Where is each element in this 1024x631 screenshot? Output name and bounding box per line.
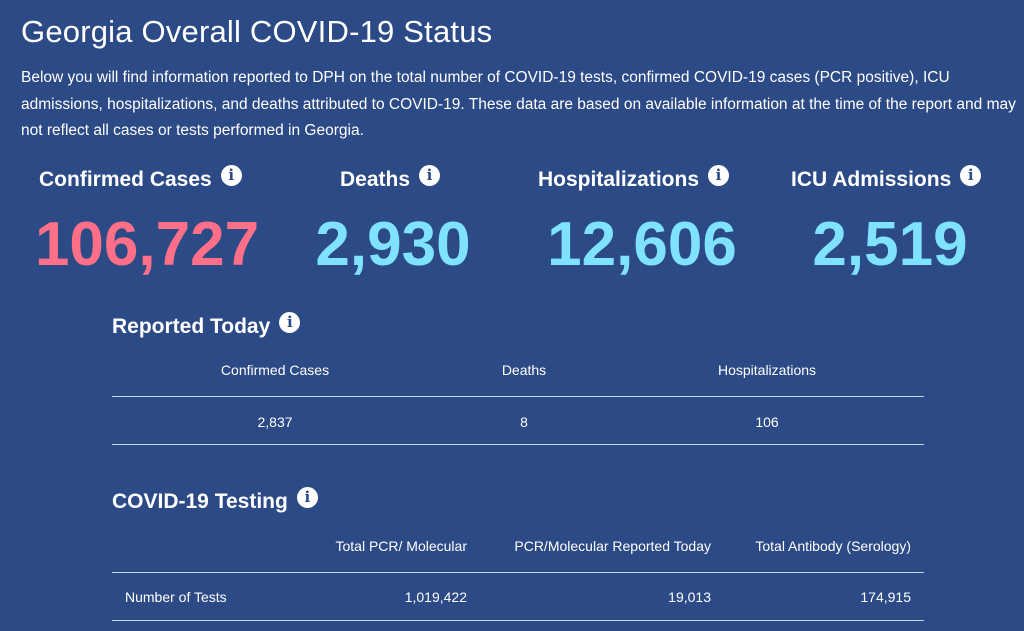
info-icon[interactable]: i bbox=[419, 164, 441, 186]
reported-today-header-deaths: Deaths bbox=[501, 362, 547, 378]
deaths-value: 2,930 bbox=[315, 210, 471, 279]
divider bbox=[112, 444, 924, 445]
info-icon[interactable]: i bbox=[279, 311, 301, 333]
reported-today-header-hospitalizations: Hospitalizations bbox=[717, 362, 817, 378]
info-icon[interactable]: i bbox=[708, 164, 730, 186]
hospitalizations-value: 12,606 bbox=[547, 210, 737, 279]
testing-title-text: COVID-19 Testing bbox=[112, 490, 288, 513]
testing-antibody-value: 174,915 bbox=[860, 589, 911, 605]
icu-admissions-value: 2,519 bbox=[812, 210, 968, 279]
testing-total-pcr-value: 1,019,422 bbox=[404, 589, 467, 605]
divider bbox=[112, 396, 924, 397]
confirmed-cases-value: 106,727 bbox=[34, 210, 260, 279]
reported-today-title: Reported Today i bbox=[112, 311, 301, 339]
info-icon[interactable]: i bbox=[960, 164, 982, 186]
icu-admissions-label-text: ICU Admissions bbox=[791, 168, 952, 191]
divider bbox=[112, 620, 924, 621]
testing-header-pcr-today: PCR/Molecular Reported Today bbox=[514, 538, 711, 554]
hospitalizations-label-text: Hospitalizations bbox=[538, 168, 700, 191]
divider bbox=[112, 572, 924, 573]
reported-today-hospitalizations-value: 106 bbox=[755, 414, 779, 430]
testing-title: COVID-19 Testing i bbox=[112, 486, 318, 514]
hospitalizations-label: Hospitalizations i bbox=[538, 164, 730, 192]
testing-pcr-today-value: 19,013 bbox=[668, 589, 711, 605]
deaths-label-text: Deaths bbox=[340, 168, 411, 191]
confirmed-cases-label-text: Confirmed Cases bbox=[39, 168, 212, 191]
info-icon[interactable]: i bbox=[220, 164, 242, 186]
reported-today-confirmed-value: 2,837 bbox=[257, 414, 293, 430]
info-icon[interactable]: i bbox=[296, 486, 318, 508]
testing-header-total-pcr: Total PCR/ Molecular bbox=[335, 538, 468, 554]
testing-row-label: Number of Tests bbox=[125, 589, 227, 605]
deaths-label: Deaths i bbox=[340, 164, 441, 192]
testing-header-antibody: Total Antibody (Serology) bbox=[755, 538, 911, 554]
reported-today-deaths-value: 8 bbox=[520, 414, 528, 430]
intro-text: Below you will find information reported… bbox=[21, 69, 1016, 139]
icu-admissions-label: ICU Admissions i bbox=[791, 164, 982, 192]
reported-today-header-confirmed: Confirmed Cases bbox=[220, 362, 330, 378]
page-title: Georgia Overall COVID-19 Status bbox=[21, 14, 493, 49]
confirmed-cases-label: Confirmed Cases i bbox=[39, 164, 242, 192]
reported-today-title-text: Reported Today bbox=[112, 315, 271, 338]
